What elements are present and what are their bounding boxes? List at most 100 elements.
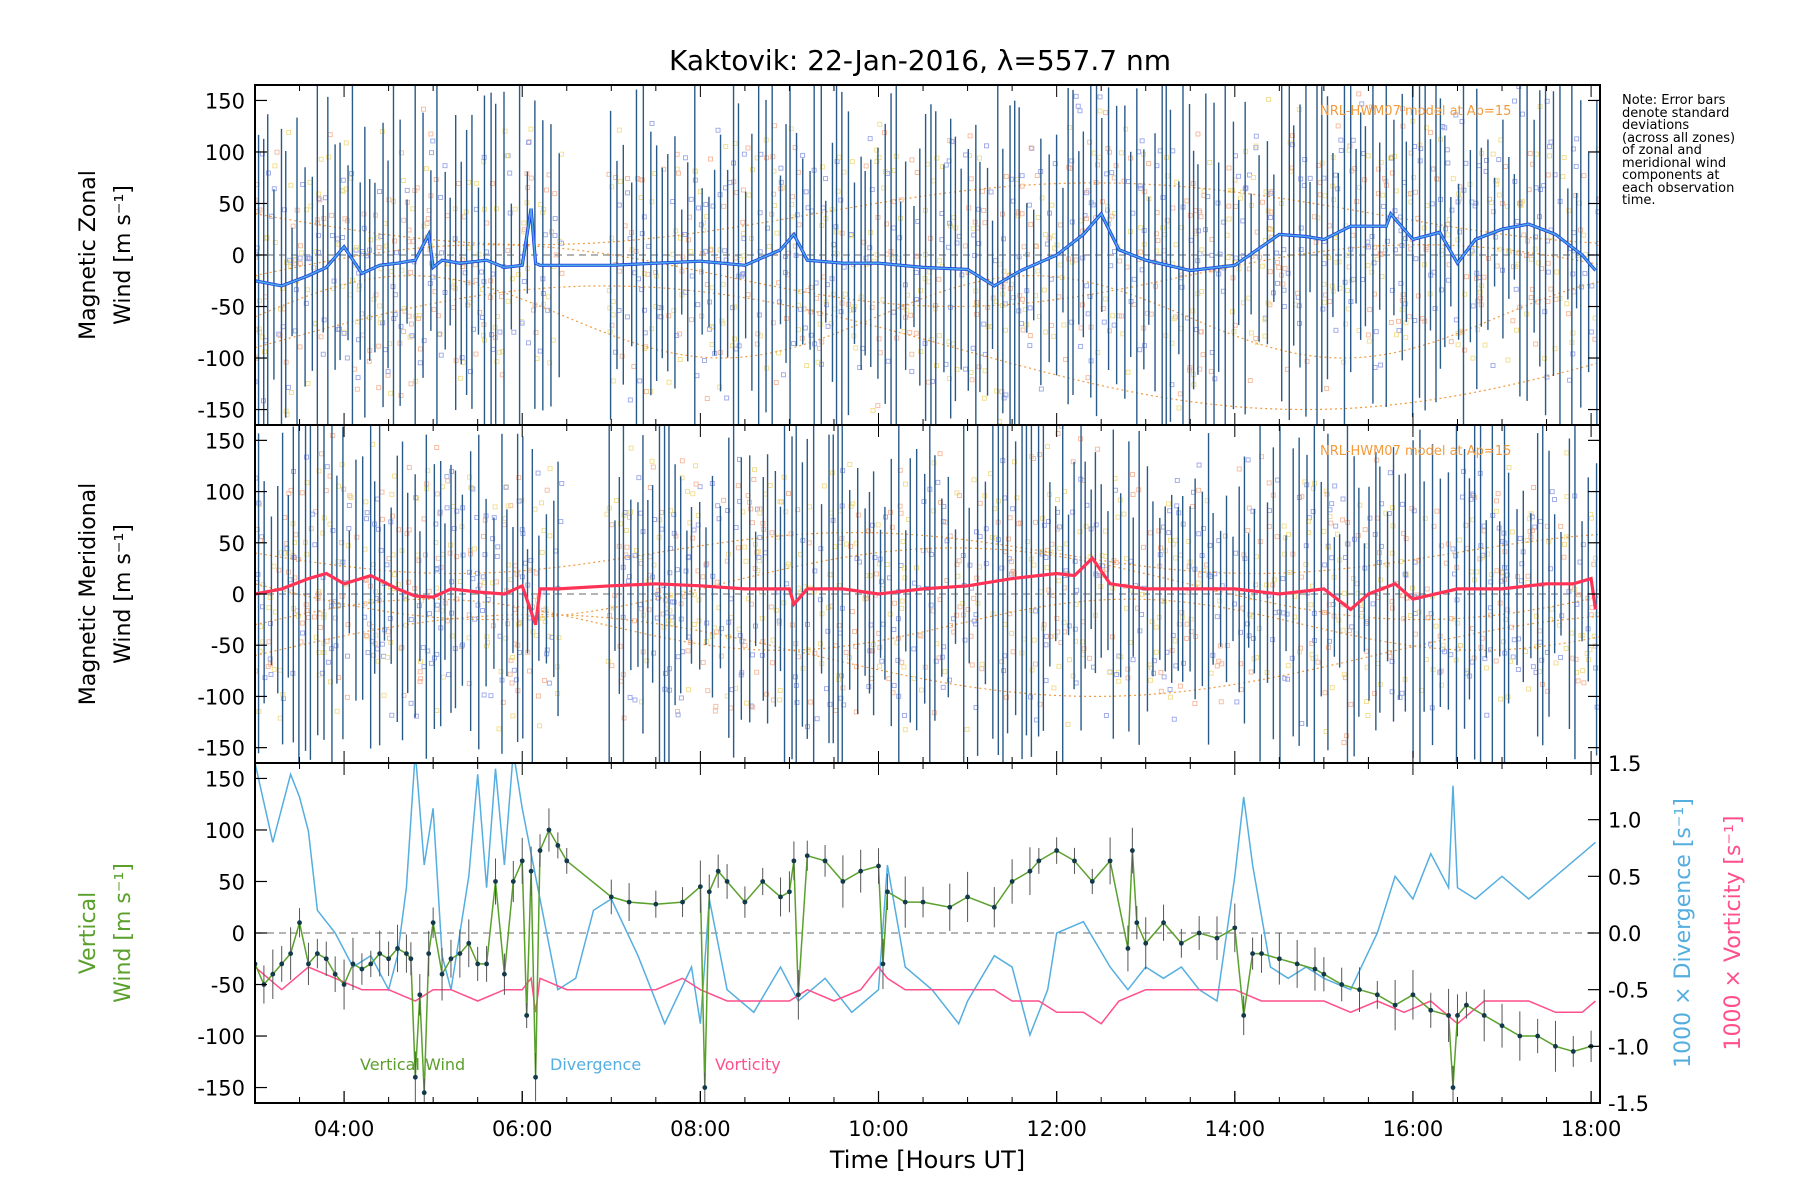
zone-wind-sample <box>1162 232 1168 237</box>
zone-wind-sample <box>1066 124 1072 130</box>
zone-wind-sample <box>262 675 268 681</box>
zone-wind-sample <box>1570 351 1576 357</box>
zone-wind-sample <box>428 131 434 137</box>
zone-wind-sample <box>434 602 440 608</box>
zone-wind-sample <box>471 546 477 552</box>
zone-wind-sample <box>1455 620 1460 626</box>
zone-wind-sample <box>1322 562 1328 568</box>
zone-wind-sample <box>336 241 342 247</box>
zone-wind-sample <box>1461 468 1467 474</box>
zone-wind-sample <box>884 221 889 227</box>
zone-wind-sample <box>694 373 700 379</box>
zone-wind-sample <box>1299 721 1305 726</box>
zone-wind-sample <box>689 317 695 323</box>
x-tick-label: 16:00 <box>1383 1117 1444 1141</box>
zone-wind-sample <box>434 491 440 497</box>
zone-wind-sample <box>406 579 411 585</box>
zone-wind-sample <box>1170 205 1176 211</box>
zone-wind-sample <box>938 499 944 505</box>
zone-wind-sample <box>1462 291 1468 297</box>
zone-wind-sample <box>473 206 479 212</box>
zone-wind-sample <box>1290 142 1295 148</box>
zone-wind-sample <box>902 727 908 733</box>
zone-wind-sample <box>544 647 550 653</box>
note-line: denote standard <box>1622 105 1730 121</box>
zone-wind-sample <box>316 250 322 255</box>
zone-wind-sample <box>1545 172 1551 178</box>
y-tick-label: 150 <box>205 89 245 113</box>
zone-wind-sample <box>899 304 905 310</box>
note-line: of zonal and <box>1622 143 1702 158</box>
zone-wind-sample <box>481 533 486 539</box>
zone-wind-sample <box>387 616 393 621</box>
zone-wind-sample <box>623 528 629 533</box>
zone-wind-sample <box>1542 309 1548 315</box>
zone-wind-sample <box>935 479 941 485</box>
right-tick-label: 0.0 <box>1608 922 1641 946</box>
zone-wind-sample <box>423 166 429 172</box>
zone-wind-sample <box>632 618 638 624</box>
zone-wind-sample <box>1198 329 1204 335</box>
zone-wind-sample <box>1475 298 1480 304</box>
zone-wind-sample <box>290 223 296 229</box>
zone-wind-sample <box>1515 667 1521 673</box>
vertical-wind-point <box>368 961 374 967</box>
vertical-wind-point <box>1089 879 1095 884</box>
zone-wind-sample <box>849 609 855 615</box>
zone-wind-sample <box>931 508 937 514</box>
zone-wind-sample <box>1285 270 1291 276</box>
zone-wind-sample <box>1247 172 1252 178</box>
zone-wind-sample <box>1558 523 1564 529</box>
zone-wind-sample <box>891 683 897 689</box>
zone-wind-sample <box>1217 598 1223 604</box>
zone-wind-sample <box>1434 508 1440 514</box>
zone-wind-sample <box>297 255 303 261</box>
zone-wind-sample <box>474 180 480 186</box>
zone-wind-sample <box>371 296 377 302</box>
zone-wind-sample <box>1402 301 1408 307</box>
zone-wind-sample <box>863 163 869 169</box>
zone-wind-sample <box>955 573 961 579</box>
zone-wind-sample <box>947 677 952 683</box>
zone-wind-sample <box>465 302 471 308</box>
note-line: deviations <box>1622 118 1690 133</box>
zone-wind-sample <box>781 372 786 378</box>
zone-wind-sample <box>482 552 488 558</box>
zone-wind-sample <box>1423 657 1429 662</box>
zone-wind-sample <box>542 678 548 684</box>
zone-wind-sample <box>1079 302 1085 308</box>
zone-wind-sample <box>688 249 694 254</box>
zone-wind-sample <box>698 269 704 275</box>
zone-wind-sample <box>790 341 796 347</box>
vertical-wind-point <box>1463 1002 1469 1008</box>
zone-wind-sample <box>1482 342 1488 348</box>
zone-wind-sample <box>421 223 427 229</box>
zone-wind-sample <box>1236 466 1242 472</box>
zone-wind-sample <box>981 395 987 401</box>
zone-wind-sample <box>714 579 720 585</box>
zone-wind-sample <box>828 321 834 326</box>
zone-wind-sample <box>1298 225 1304 231</box>
x-tick-label: 14:00 <box>1205 1117 1266 1141</box>
zone-wind-sample <box>467 474 473 480</box>
zone-wind-sample <box>1350 137 1356 143</box>
zone-wind-sample <box>770 637 776 643</box>
zone-wind-sample <box>842 291 848 297</box>
zone-wind-sample <box>1234 699 1240 705</box>
model-curve <box>255 285 1600 411</box>
zone-wind-sample <box>418 676 424 682</box>
zone-wind-sample <box>1137 347 1143 353</box>
zone-wind-sample <box>788 531 794 537</box>
zone-wind-sample <box>666 313 672 319</box>
zone-wind-sample <box>445 213 451 219</box>
zone-wind-sample <box>1338 137 1344 143</box>
zone-wind-sample <box>1184 621 1190 627</box>
zone-wind-sample <box>700 659 706 665</box>
vertical-wind-point <box>1517 1033 1523 1039</box>
vertical-wind-point <box>1107 858 1113 864</box>
zone-wind-sample <box>339 593 345 599</box>
zone-wind-sample <box>503 635 509 641</box>
zone-wind-sample <box>278 306 284 312</box>
plot-area-zonal <box>255 85 1600 425</box>
vertical-wind-point <box>697 884 703 890</box>
